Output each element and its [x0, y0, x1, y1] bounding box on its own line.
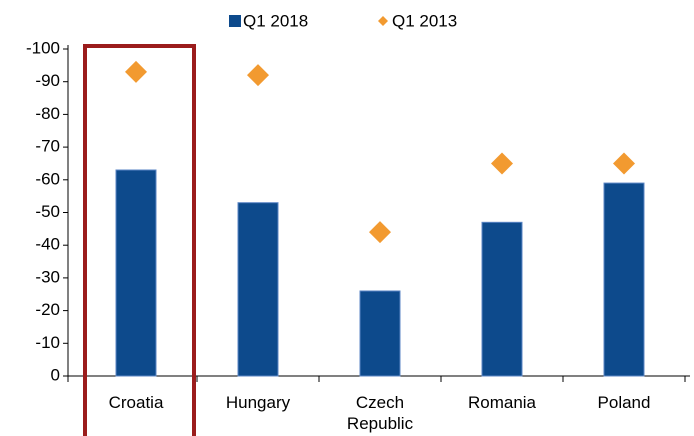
- marker: [613, 152, 635, 175]
- bar: [237, 202, 279, 377]
- y-tick-label: -70: [35, 137, 60, 156]
- y-tick-label: -50: [35, 202, 60, 221]
- legend-swatch: [378, 16, 388, 26]
- y-tick-label: -100: [26, 38, 60, 57]
- bar: [359, 290, 401, 377]
- x-tick-label: Romania: [467, 393, 537, 412]
- legend-label: Q1 2013: [392, 11, 457, 30]
- bar: [481, 221, 523, 377]
- y-tick-label: -30: [35, 267, 60, 286]
- marker: [247, 64, 269, 87]
- x-tick-label: Croatia: [108, 393, 164, 412]
- y-tick-label: -90: [35, 71, 60, 90]
- y-tick-label: -60: [35, 169, 60, 188]
- legend-label: Q1 2018: [243, 11, 308, 30]
- y-tick-label: -40: [35, 235, 60, 254]
- marker: [369, 221, 391, 244]
- x-tick-label: Hungary: [225, 393, 291, 412]
- marker: [125, 60, 147, 83]
- bar: [603, 182, 645, 377]
- y-tick-label: -10: [35, 333, 60, 352]
- x-tick-label: Poland: [597, 393, 651, 412]
- highlight-box: [83, 44, 196, 436]
- y-tick-label: -80: [35, 104, 60, 123]
- x-tick-label: Czech Republic: [346, 393, 414, 433]
- y-tick-label: -20: [35, 300, 60, 319]
- y-tick-label: 0: [51, 365, 60, 384]
- bar: [115, 169, 157, 377]
- marker: [491, 152, 513, 175]
- legend-swatch: [229, 15, 241, 27]
